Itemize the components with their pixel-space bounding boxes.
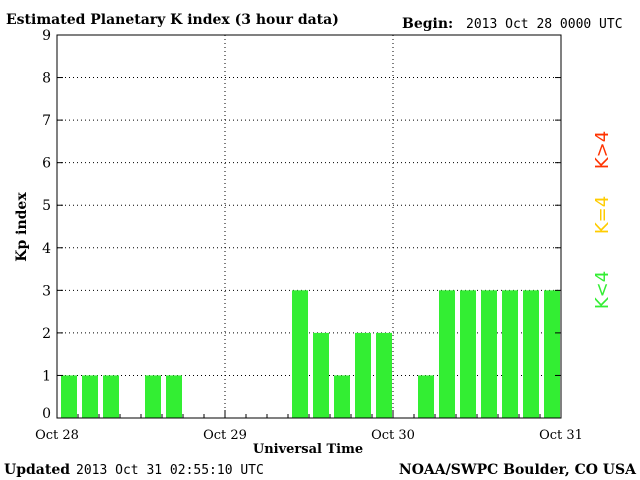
- kp-bar: [418, 375, 434, 418]
- kp-bar: [334, 375, 350, 418]
- kp-bar: [82, 375, 98, 418]
- y-tick-label: 2: [42, 326, 51, 342]
- y-tick-label: 7: [42, 113, 51, 129]
- y-tick-label: 0: [42, 406, 51, 422]
- kp-bar: [502, 290, 518, 418]
- x-tick-label: Oct 28: [35, 428, 79, 443]
- y-tick-label: 6: [42, 156, 51, 172]
- chart-title: Estimated Planetary K index (3 hour data…: [6, 12, 339, 28]
- kp-bar: [145, 375, 161, 418]
- y-tick-label: 5: [42, 198, 51, 214]
- kp-bar: [313, 332, 329, 418]
- kp-bar: [61, 375, 77, 418]
- kp-bar: [439, 290, 455, 418]
- legend-low-label: K<4: [592, 271, 613, 309]
- x-tick-label: Oct 30: [371, 428, 415, 443]
- bars: [61, 290, 560, 418]
- kp-bar: [376, 332, 392, 418]
- updated-value: 2013 Oct 31 02:55:10 UTC: [76, 463, 264, 478]
- plot-area: 0 1 2 3 4 5 6 7 8 9 Oct 28 Oct 29 Oct 30 Oct 31: [35, 28, 583, 443]
- y-axis-label: Kp index: [14, 192, 30, 262]
- x-tick-label: Oct 31: [539, 428, 583, 443]
- y-tick-label: 4: [42, 241, 51, 257]
- x-tick-label: Oct 29: [203, 428, 247, 443]
- kp-bar: [523, 290, 539, 418]
- kp-bar: [292, 290, 308, 418]
- kp-bar: [544, 290, 560, 418]
- y-tick-label: 1: [42, 368, 51, 384]
- x-axis-label: Universal Time: [253, 442, 363, 457]
- source-credit: NOAA/SWPC Boulder, CO USA: [399, 462, 637, 478]
- kp-bar: [460, 290, 476, 418]
- y-tick-label: 9: [42, 28, 51, 44]
- y-axis-ticks: 0 1 2 3 4 5 6 7 8 9: [42, 28, 561, 422]
- kp-bar: [166, 375, 182, 418]
- legend-high-label: K>4: [592, 131, 613, 169]
- begin-label: Begin:: [402, 16, 453, 32]
- y-tick-label: 3: [42, 283, 51, 299]
- legend-mid-label: K=4: [592, 196, 613, 234]
- updated-label: Updated: [4, 462, 70, 478]
- kp-bar: [355, 332, 371, 418]
- y-tick-label: 8: [42, 71, 51, 87]
- kp-bar: [481, 290, 497, 418]
- x-axis-ticks: Oct 28 Oct 29 Oct 30 Oct 31: [35, 410, 583, 443]
- begin-value: 2013 Oct 28 0000 UTC: [466, 17, 623, 32]
- grid-lines: [57, 35, 561, 418]
- kp-bar: [103, 375, 119, 418]
